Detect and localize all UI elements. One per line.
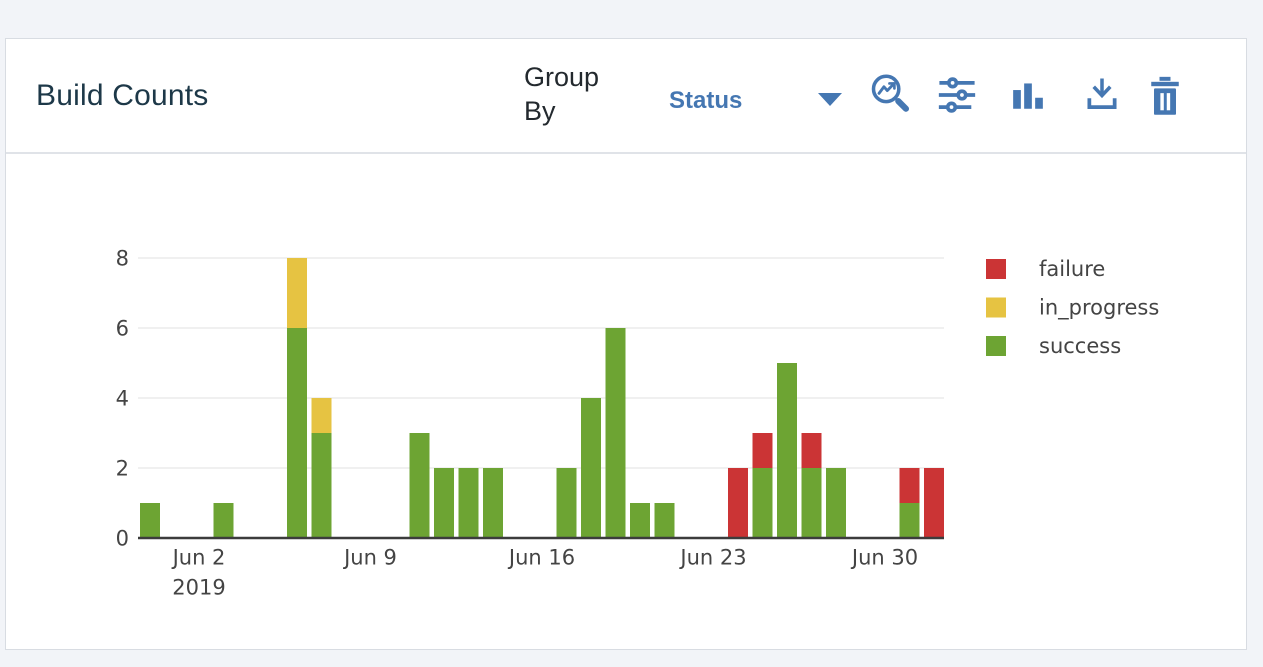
bar-segment-failure (899, 468, 920, 503)
group-by-selected-value: Status (669, 87, 743, 114)
bar-segment-success (752, 468, 773, 538)
y-tick-label: 2 (116, 457, 129, 481)
widget-toolbar (866, 39, 1246, 152)
build-counts-chart: 0 2 4 6 8 Jun 2 2019 Jun 9 Jun 16 Jun 23 Jun 30 fai… (6, 154, 1246, 649)
legend-label: success (1039, 334, 1121, 358)
page-title: Build Counts (36, 78, 209, 112)
y-tick-label: 4 (116, 387, 129, 411)
bar-segment-success (581, 398, 601, 538)
bar-segment-success (605, 328, 626, 538)
settings-adjust-icon (938, 77, 976, 113)
bar-segment-success (434, 468, 454, 538)
legend-swatch (986, 336, 1006, 356)
group-by-dropdown[interactable]: Status (669, 81, 869, 121)
bar-segment-success (483, 468, 503, 538)
bar-segment-failure (728, 468, 748, 538)
bar-segment-success (213, 503, 234, 538)
bar-segment-failure (801, 433, 822, 468)
widget-header: Build Counts Group By Status (6, 39, 1246, 154)
bar-segment-failure (924, 468, 944, 538)
y-tick-label: 0 (116, 527, 129, 551)
bar-segment-success (630, 503, 650, 538)
legend-swatch (986, 259, 1006, 279)
bar-segment-success (556, 468, 577, 538)
legend-label: failure (1039, 257, 1105, 281)
x-tick-year-label: 2019 (172, 576, 225, 600)
x-tick-label: Jun 9 (342, 546, 397, 570)
bar-segment-success (777, 363, 797, 538)
y-tick-label: 6 (116, 317, 129, 341)
legend-swatch (986, 297, 1006, 318)
delete-icon (1151, 76, 1179, 115)
zoom-chart-icon[interactable] (866, 71, 912, 117)
legend-label: in_progress (1039, 296, 1159, 321)
bar-segment-success (287, 328, 307, 538)
settings-adjust-icon[interactable] (933, 71, 979, 117)
bar-segment-success (654, 503, 675, 538)
bar-segment-in_progress (287, 258, 307, 328)
legend-item[interactable]: success (986, 334, 1121, 358)
bar-segment-in_progress (311, 398, 332, 433)
zoom-chart-icon (871, 74, 910, 112)
x-tick-label: Jun 2 2019 (171, 546, 226, 600)
chevron-down-icon (818, 93, 842, 106)
bar-segment-failure (752, 433, 773, 468)
download-icon[interactable] (1078, 71, 1124, 117)
delete-icon[interactable] (1141, 71, 1187, 117)
y-tick-label: 8 (116, 247, 129, 271)
download-icon (1087, 78, 1117, 109)
bar-segment-success (311, 433, 332, 538)
group-by-label: Group By (524, 62, 600, 126)
x-tick-label: Jun 23 (678, 546, 746, 570)
legend-item[interactable]: failure (986, 257, 1105, 281)
bar-segment-success (409, 433, 430, 538)
x-tick-label: Jun 16 (507, 546, 575, 570)
bar-chart-icon[interactable] (1004, 71, 1050, 117)
legend-item[interactable]: in_progress (986, 296, 1159, 321)
bar-segment-success (458, 468, 479, 538)
bar-segment-success (801, 468, 822, 538)
bar-segment-success (826, 468, 846, 538)
bar-segment-success (140, 503, 160, 538)
x-tick-label: Jun 30 (850, 546, 918, 570)
chart-canvas: 0 2 4 6 8 Jun 2 2019 Jun 9 Jun 16 Jun 23 Jun 30 fai… (116, 247, 1160, 600)
bar-segment-success (899, 503, 920, 538)
bar-chart-icon (1013, 83, 1043, 109)
